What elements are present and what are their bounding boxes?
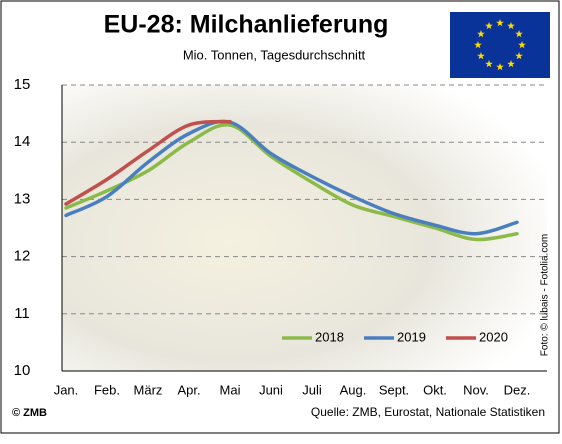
flag-star — [518, 41, 526, 49]
flag-star — [507, 21, 515, 30]
x-tick-label: Dez. — [504, 382, 531, 397]
x-tick-label: Mai — [220, 382, 241, 397]
flag-star — [515, 30, 523, 38]
background-photo — [62, 85, 547, 371]
eu-flag — [450, 12, 550, 78]
photo-credit: Foto: © lubais - Fotolia.com — [540, 234, 551, 356]
y-tick-label: 12 — [14, 248, 31, 265]
x-tick-label: Aug. — [340, 382, 367, 397]
flag-star — [485, 60, 493, 68]
flag-star — [496, 63, 504, 71]
series-line — [64, 123, 519, 242]
x-tick-label: März — [134, 382, 163, 397]
x-tick-label: Nov. — [463, 382, 489, 397]
credit: © ZMB — [12, 407, 47, 419]
y-tick-label: 10 — [14, 362, 31, 379]
source: Quelle: ZMB, Eurostat, Nationale Statist… — [311, 405, 545, 419]
flag-star — [496, 19, 504, 27]
x-tick-label: Jan. — [54, 382, 79, 397]
series-line — [64, 119, 519, 236]
legend-label: 2018 — [315, 329, 344, 344]
y-tick-label: 14 — [14, 133, 31, 150]
legend-label: 2020 — [479, 329, 508, 344]
x-tick-label: Apr. — [177, 382, 200, 397]
flag-star — [507, 60, 515, 68]
chart-title: EU-28: Milchanlieferung — [104, 11, 389, 39]
x-tick-label: Okt. — [423, 382, 447, 397]
y-tick-label: 13 — [14, 190, 31, 207]
x-tick-label: Sept. — [379, 382, 409, 397]
flag-star — [485, 21, 493, 30]
x-tick-label: Juni — [259, 382, 283, 397]
flag-star — [477, 30, 485, 38]
flag-star — [515, 52, 523, 60]
flag-star — [477, 52, 485, 60]
chart-subtitle: Mio. Tonnen, Tagesdurchschnitt — [183, 47, 366, 62]
y-tick-label: 15 — [14, 76, 31, 93]
x-tick-label: Juli — [302, 382, 322, 397]
y-tick-label: 11 — [14, 305, 30, 322]
legend-label: 2019 — [397, 329, 426, 344]
flag-star — [474, 41, 482, 49]
x-tick-label: Feb. — [94, 382, 120, 397]
series-line — [64, 119, 232, 206]
